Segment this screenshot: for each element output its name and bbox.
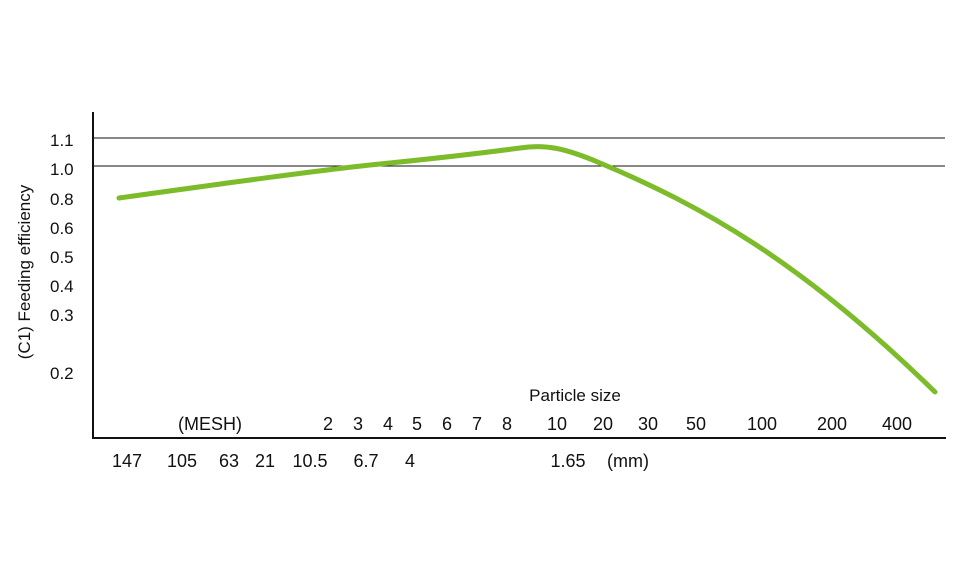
y-tick-label: 0.8 (50, 190, 74, 209)
mesh-tick-label: 100 (747, 414, 777, 434)
mm-tick-label: 4 (405, 451, 415, 471)
mm-tick-label: 1.65 (550, 451, 585, 471)
mesh-tick-label: 7 (472, 414, 482, 434)
mesh-tick-label: 30 (638, 414, 658, 434)
mesh-tick-label: 3 (353, 414, 363, 434)
y-tick-labels: 1.1 1.0 0.8 0.6 0.5 0.4 0.3 0.2 (50, 131, 74, 383)
y-tick-label: 0.3 (50, 306, 74, 325)
series-line-feeding-efficiency (116, 144, 938, 395)
mesh-tick-label: 8 (502, 414, 512, 434)
mm-tick-labels: 147 105 63 21 10.5 6.7 4 1.65 (112, 451, 586, 471)
mesh-tick-label: 200 (817, 414, 847, 434)
mesh-tick-label: 10 (547, 414, 567, 434)
x-axis-title: Particle size (529, 386, 621, 405)
y-tick-label: 0.2 (50, 364, 74, 383)
y-tick-label: 0.5 (50, 248, 74, 267)
mm-tick-label: 21 (255, 451, 275, 471)
y-tick-label: 1.1 (50, 131, 74, 150)
mesh-tick-label: 50 (686, 414, 706, 434)
mesh-tick-label: 4 (383, 414, 393, 434)
mm-tick-label: 147 (112, 451, 142, 471)
mm-tick-label: 6.7 (353, 451, 378, 471)
y-tick-label: 0.6 (50, 219, 74, 238)
mesh-unit-label: (MESH) (178, 414, 242, 434)
mm-tick-label: 105 (167, 451, 197, 471)
y-axis-title: (C1) Feeding efficiency (15, 184, 34, 359)
mm-unit-label: (mm) (607, 451, 649, 471)
mesh-tick-label: 2 (323, 414, 333, 434)
mesh-tick-label: 6 (442, 414, 452, 434)
y-tick-label: 1.0 (50, 160, 74, 179)
mm-tick-label: 10.5 (292, 451, 327, 471)
y-tick-label: 0.4 (50, 277, 74, 296)
mesh-tick-label: 5 (412, 414, 422, 434)
mm-tick-label: 63 (219, 451, 239, 471)
mesh-tick-label: 400 (882, 414, 912, 434)
mesh-tick-label: 20 (593, 414, 613, 434)
mesh-tick-labels: 2 3 4 5 6 7 8 10 20 30 50 100 200 400 (323, 414, 912, 434)
